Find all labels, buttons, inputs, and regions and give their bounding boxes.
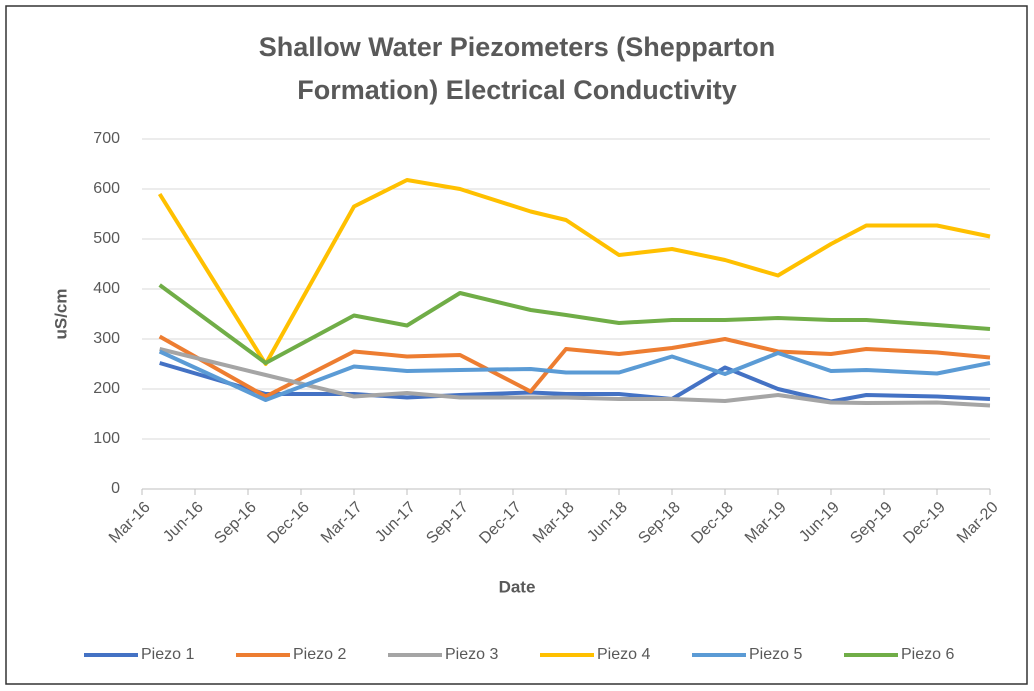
y-tick-label: 100 <box>93 430 120 447</box>
y-axis-label: uS/cm <box>51 288 70 339</box>
y-tick-label: 600 <box>93 180 120 197</box>
y-tick-label: 300 <box>93 330 120 347</box>
y-tick-label: 0 <box>111 480 120 497</box>
y-tick-label: 500 <box>93 230 120 247</box>
legend-label: Piezo 4 <box>597 646 650 663</box>
x-axis-label: Date <box>499 577 536 596</box>
series-line <box>157 178 991 366</box>
y-tick-label: 400 <box>93 280 120 297</box>
series-line <box>158 334 991 399</box>
y-tick-label: 700 <box>93 130 120 147</box>
legend-label: Piezo 6 <box>901 646 954 663</box>
series-line <box>158 349 991 402</box>
series-line <box>158 283 991 365</box>
legend-label: Piezo 2 <box>293 646 346 663</box>
legend-label: Piezo 5 <box>749 646 802 663</box>
y-tick-label: 200 <box>93 380 120 397</box>
chart-title: Shallow Water Piezometers (Shepparton Fo… <box>258 32 776 105</box>
legend-label: Piezo 3 <box>445 646 498 663</box>
series-line <box>159 347 991 408</box>
legend-label: Piezo 1 <box>141 646 194 663</box>
